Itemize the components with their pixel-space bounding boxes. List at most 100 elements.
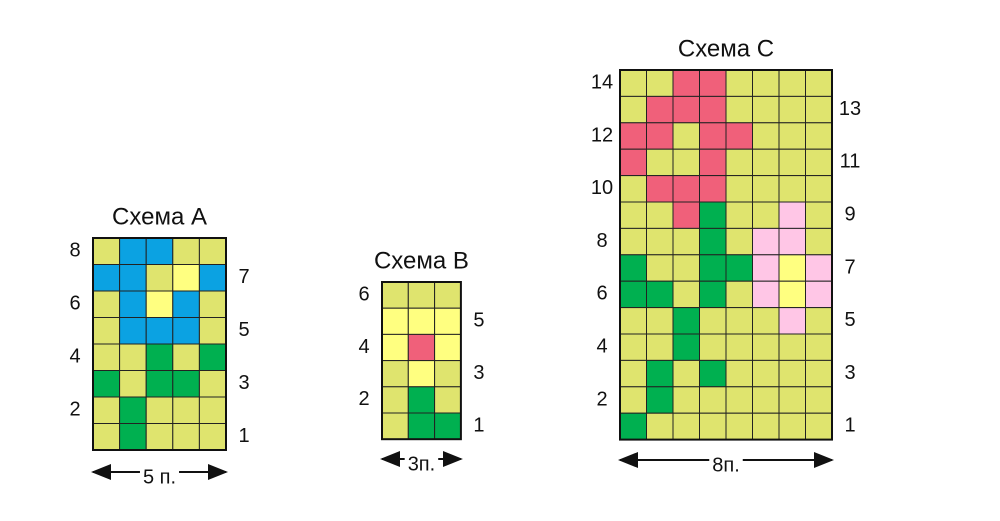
cell bbox=[805, 201, 833, 229]
row-number: 6 bbox=[358, 283, 369, 305]
cell bbox=[92, 423, 121, 451]
cell bbox=[172, 343, 200, 371]
cell bbox=[699, 359, 727, 388]
cell bbox=[145, 237, 174, 265]
cell bbox=[672, 227, 700, 256]
cell bbox=[805, 307, 833, 335]
cell bbox=[172, 423, 200, 451]
cell bbox=[805, 359, 833, 388]
cell bbox=[752, 201, 780, 229]
cell bbox=[619, 412, 647, 441]
cell bbox=[92, 290, 121, 318]
cell bbox=[198, 264, 227, 292]
cell bbox=[92, 396, 121, 424]
cell bbox=[434, 412, 462, 440]
cell bbox=[752, 69, 780, 97]
cell bbox=[699, 227, 727, 256]
row-number: 10 bbox=[591, 177, 613, 199]
cell bbox=[778, 280, 806, 309]
cell bbox=[672, 412, 700, 441]
cell bbox=[805, 122, 833, 150]
scheme-title: Схема В bbox=[374, 247, 469, 274]
row-number: 1 bbox=[473, 414, 484, 436]
cell bbox=[381, 386, 409, 414]
cell bbox=[619, 175, 647, 203]
row-number: 3 bbox=[473, 362, 484, 384]
cell bbox=[725, 175, 753, 203]
cell bbox=[646, 280, 674, 309]
cell bbox=[646, 201, 674, 229]
cell bbox=[672, 386, 700, 414]
cell bbox=[725, 95, 753, 124]
cell bbox=[145, 370, 174, 398]
cell bbox=[619, 148, 647, 177]
row-number: 4 bbox=[596, 335, 607, 357]
cell bbox=[778, 359, 806, 388]
cell bbox=[646, 122, 674, 150]
cell bbox=[172, 237, 200, 265]
cell bbox=[172, 290, 200, 318]
cell bbox=[725, 122, 753, 150]
cell bbox=[646, 148, 674, 177]
cell bbox=[145, 264, 174, 292]
cell bbox=[619, 69, 647, 97]
cell bbox=[434, 360, 462, 388]
cell bbox=[778, 307, 806, 335]
row-number: 7 bbox=[844, 256, 855, 278]
cell bbox=[778, 412, 806, 441]
cell bbox=[172, 396, 200, 424]
cell bbox=[805, 95, 833, 124]
cell bbox=[619, 386, 647, 414]
cell bbox=[752, 254, 780, 282]
cell bbox=[381, 307, 409, 335]
cell bbox=[381, 360, 409, 388]
row-number: 12 bbox=[591, 124, 613, 146]
cell bbox=[778, 69, 806, 97]
cell bbox=[381, 281, 409, 309]
cell bbox=[92, 264, 121, 292]
cell bbox=[172, 370, 200, 398]
cell bbox=[778, 386, 806, 414]
cell bbox=[434, 281, 462, 309]
row-number: 6 bbox=[69, 293, 80, 315]
cell bbox=[407, 307, 436, 335]
row-number: 3 bbox=[238, 372, 249, 394]
cell bbox=[619, 227, 647, 256]
cell bbox=[699, 95, 727, 124]
cell bbox=[725, 307, 753, 335]
cell bbox=[805, 175, 833, 203]
cell bbox=[619, 359, 647, 388]
cell bbox=[92, 343, 121, 371]
cell bbox=[699, 175, 727, 203]
cell bbox=[752, 122, 780, 150]
cell bbox=[119, 343, 147, 371]
row-number: 7 bbox=[238, 266, 249, 288]
row-number: 2 bbox=[69, 399, 80, 421]
cell bbox=[619, 254, 647, 282]
cell bbox=[672, 307, 700, 335]
cell bbox=[778, 254, 806, 282]
cell bbox=[434, 333, 462, 362]
row-number: 5 bbox=[844, 309, 855, 331]
cell bbox=[407, 386, 436, 414]
cell bbox=[407, 281, 436, 309]
cell bbox=[646, 69, 674, 97]
cell bbox=[778, 201, 806, 229]
cell bbox=[699, 280, 727, 309]
row-number: 2 bbox=[358, 388, 369, 410]
cell bbox=[699, 69, 727, 97]
cell bbox=[381, 333, 409, 362]
cell bbox=[646, 254, 674, 282]
cell bbox=[778, 175, 806, 203]
width-label: 5 п. bbox=[143, 466, 176, 488]
cell bbox=[145, 290, 174, 318]
scheme-title: Схема С bbox=[678, 35, 774, 62]
cell bbox=[699, 148, 727, 177]
cell bbox=[407, 360, 436, 388]
cell bbox=[725, 412, 753, 441]
cell bbox=[805, 412, 833, 441]
cell bbox=[805, 386, 833, 414]
cell bbox=[381, 412, 409, 440]
row-number: 4 bbox=[69, 346, 80, 368]
cell bbox=[434, 386, 462, 414]
